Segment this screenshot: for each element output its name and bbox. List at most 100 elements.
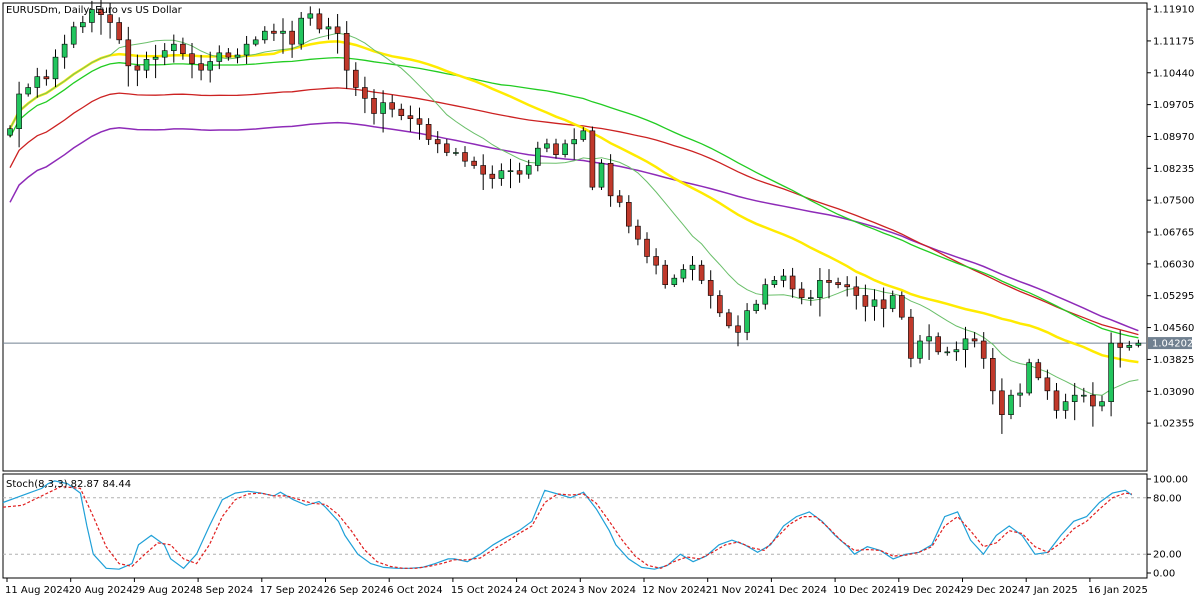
candle-body — [844, 284, 851, 288]
candle-body — [180, 43, 186, 55]
candle-body — [134, 65, 141, 71]
price-tick-label: 1.09705 — [1153, 100, 1194, 111]
candle-body — [371, 98, 377, 114]
candle-body — [80, 22, 86, 28]
candle-body — [434, 139, 441, 145]
candle-body — [52, 56, 59, 80]
candle-body — [771, 280, 778, 285]
candle-body — [316, 13, 323, 30]
candle-body — [407, 115, 414, 119]
candle-body — [735, 325, 741, 333]
price-axis: 1.11910 1.11175 1.10440 1.09705 1.08970 1.082… — [1147, 5, 1194, 430]
candle-body — [562, 143, 568, 155]
candle-body — [753, 303, 760, 311]
candle-body — [507, 170, 514, 172]
candle-body — [1090, 394, 1096, 407]
candle-body — [352, 69, 359, 88]
candle-body — [61, 43, 68, 58]
price-tick-label: 1.10440 — [1153, 68, 1194, 79]
candle-body — [98, 9, 104, 15]
candle-body — [471, 160, 477, 166]
candle-body — [1017, 392, 1023, 396]
candle-body — [908, 316, 914, 359]
candle-body — [189, 53, 195, 64]
stoch-tick-label: 20.00 — [1153, 550, 1182, 561]
candle-body — [644, 238, 650, 257]
candle-body — [498, 170, 505, 179]
candle-body — [453, 152, 459, 154]
ma-purple-line — [9, 121, 1139, 332]
candle-body — [462, 152, 468, 162]
candle-body — [1108, 342, 1114, 402]
candle-body — [880, 299, 887, 309]
candle-body — [698, 264, 705, 281]
time-tick-label: 15 Oct 2024 — [451, 585, 513, 596]
candle-body — [789, 275, 796, 290]
candle-body — [289, 30, 295, 45]
time-tick-label: 26 Sep 2024 — [324, 585, 387, 596]
candle-body — [234, 54, 241, 58]
candle-body — [589, 130, 596, 188]
candle-body — [1026, 362, 1032, 394]
price-tick-label: 1.08235 — [1153, 164, 1194, 175]
time-tick-label: 1 Dec 2024 — [769, 585, 827, 596]
candle-body — [999, 390, 1005, 415]
candle-body — [107, 14, 113, 23]
candle-body — [1117, 342, 1123, 348]
candle-body — [416, 118, 423, 125]
candle-body — [171, 43, 177, 51]
stoch-signal-line — [2, 485, 1132, 569]
candle-body — [889, 295, 896, 309]
candle-body — [935, 336, 942, 353]
stochastic-title: Stoch(8,3,3) 82.87 84.44 — [6, 479, 131, 490]
candle-body — [571, 139, 578, 145]
candle-body — [944, 351, 951, 354]
candle-body — [398, 108, 405, 116]
candle-body — [343, 33, 350, 71]
candle-body — [1053, 390, 1060, 411]
candle-body — [580, 130, 587, 140]
candle-body — [161, 50, 168, 58]
time-axis: 11 Aug 2024 20 Aug 2024 29 Aug 2024 8 Sep 2… — [5, 578, 1148, 596]
candle-body — [962, 338, 969, 350]
time-tick-label: 21 Nov 2024 — [706, 585, 770, 596]
candle-body — [25, 87, 32, 95]
time-tick-label: 11 Aug 2024 — [5, 585, 69, 596]
candle-body — [607, 163, 614, 197]
candle-body — [334, 26, 341, 34]
main-panel-frame — [2, 2, 1148, 472]
candle-body — [34, 76, 41, 88]
candle-body — [443, 143, 450, 153]
candle-body — [835, 282, 841, 285]
ma-thin-line — [9, 32, 1139, 396]
candle-body — [525, 165, 532, 175]
ma-green-line — [9, 56, 1139, 339]
candle-body — [680, 269, 687, 279]
candle-body — [516, 170, 523, 175]
candle-body — [662, 264, 669, 285]
candle-body — [625, 202, 632, 227]
time-tick-label: 16 Jan 2025 — [1088, 585, 1148, 596]
candle-body — [271, 30, 277, 34]
candle-body — [780, 275, 787, 281]
time-tick-label: 3 Nov 2024 — [578, 585, 636, 596]
candle-body — [1071, 394, 1078, 402]
candle-body — [598, 163, 605, 188]
candle-body — [953, 349, 960, 353]
candle-body — [716, 295, 723, 314]
candle-body — [1062, 401, 1069, 411]
candle-body — [553, 143, 559, 155]
candle-body — [425, 124, 432, 140]
candle-body — [243, 43, 250, 56]
candle-body — [1081, 394, 1087, 397]
candle-body — [862, 295, 869, 307]
price-tick-label: 1.06765 — [1153, 228, 1194, 239]
price-plot — [3, 0, 1147, 434]
candle-body — [653, 256, 659, 266]
candle-body — [726, 312, 732, 327]
candle-body — [16, 93, 22, 129]
time-tick-label: 7 Jan 2025 — [1024, 585, 1078, 596]
candle-body — [116, 22, 122, 41]
current-price-label: 1.04202 — [1152, 339, 1193, 350]
